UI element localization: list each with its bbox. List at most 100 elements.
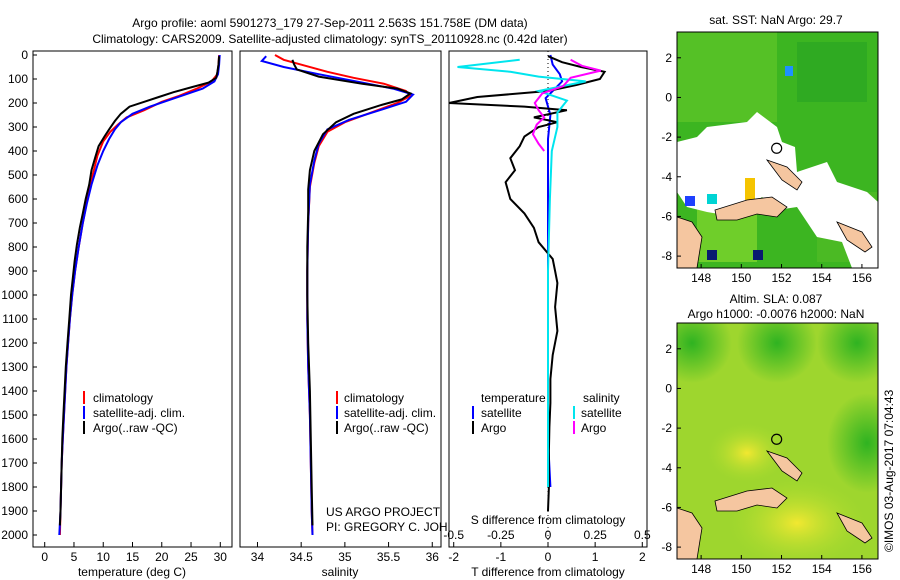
sla-map-title-line1: Altim. SLA: 0.087 — [730, 292, 823, 306]
figure-title-line2: Climatology: CARS2009. Satellite-adjuste… — [92, 32, 567, 46]
sla-map — [677, 323, 878, 559]
legend-label-satellite: satellite-adj. clim. — [344, 406, 436, 420]
depth-tick-label: 700 — [8, 216, 28, 230]
x-tick-label: 2 — [639, 550, 646, 564]
land-solomons — [836, 512, 873, 544]
x-tick-label: -2 — [448, 550, 459, 564]
land-new-britain — [714, 196, 788, 221]
depth-tick-label: 1100 — [2, 312, 28, 326]
series-line-argo-raw-qc- — [291, 59, 413, 526]
figure-title-line1: Argo profile: aoml 5901273_179 27-Sep-20… — [132, 16, 527, 30]
depth-tick-label: 300 — [8, 120, 28, 134]
legend-label-climatology: climatology — [93, 391, 153, 405]
temperature-xlabel: temperature (deg C) — [78, 565, 186, 579]
sla-low — [817, 323, 878, 383]
map-y-tick-label: 2 — [665, 51, 672, 65]
sla-map-axes: 148 150 152 154 156 2 0 -2 -4 -6 -8 — [661, 342, 872, 576]
t-difference-xlabel: T difference from climatology — [471, 565, 625, 579]
series-line-s-satellite — [457, 58, 586, 487]
map-x-tick-label: 154 — [812, 562, 832, 576]
map-y-tick-label: 0 — [665, 90, 672, 104]
legend-label-t-argo: Argo — [481, 421, 507, 435]
salinity-frame — [239, 50, 442, 548]
sst-map-frame — [676, 31, 879, 269]
difference-lines — [448, 54, 607, 512]
s-tick-label: -0.25 — [487, 528, 515, 542]
depth-tick-label: 400 — [8, 144, 28, 158]
s-difference-xlabel: S difference from climatology — [471, 513, 626, 527]
map-x-tick-label: 148 — [691, 271, 711, 285]
map-x-tick-label: 154 — [812, 271, 832, 285]
land-new-britain — [714, 487, 788, 512]
difference-legend: temperature salinity satellite Argo sate… — [472, 391, 622, 435]
map-x-tick-label: 150 — [731, 562, 751, 576]
map-y-tick-label: -2 — [661, 130, 672, 144]
sst-map-title: sat. SST: NaN Argo: 29.7 — [709, 13, 843, 27]
legend-title-temperature: temperature — [481, 391, 546, 405]
depth-tick-label: 800 — [8, 240, 28, 254]
legend-label-s-argo: Argo — [581, 421, 607, 435]
x-tick-label: 34.5 — [289, 550, 313, 564]
argo-position-marker — [771, 433, 783, 445]
temperature-frame — [32, 50, 233, 548]
x-tick-label: 35.5 — [377, 550, 401, 564]
land-new-ireland — [765, 159, 803, 191]
s-tick-label: -0.5 — [443, 528, 464, 542]
depth-tick-label: 1900 — [1, 504, 28, 518]
map-y-tick-label: -2 — [661, 421, 672, 435]
salinity-legend: climatology satellite-adj. clim. Argo(..… — [336, 391, 436, 435]
map-x-tick-label: 156 — [852, 562, 872, 576]
x-tick-label: 35 — [338, 550, 352, 564]
map-x-tick-label: 152 — [772, 562, 792, 576]
map-x-tick-label: 152 — [772, 271, 792, 285]
sst-cold-cell — [785, 66, 793, 76]
temperature-panel: 0100200300400500600700800900100011001200… — [1, 48, 453, 579]
sst-cold-cell — [753, 250, 763, 260]
sst-map — [677, 32, 878, 268]
map-y-tick-label: -8 — [661, 249, 672, 263]
depth-tick-label: 600 — [8, 192, 28, 206]
x-tick-label: -1 — [496, 550, 507, 564]
legend-label-argo: Argo(..raw -QC) — [344, 421, 429, 435]
argo-position-marker — [771, 142, 783, 154]
project-annotation: US ARGO PROJECT — [326, 505, 441, 519]
sst-map-panel: sat. SST: NaN Argo: 29.7 148 150 152 154 156… — [661, 13, 879, 285]
s-tick-label: 0.5 — [634, 528, 651, 542]
land-new-guinea — [677, 216, 703, 268]
legend-label-argo: Argo(..raw -QC) — [93, 421, 178, 435]
depth-tick-label: 100 — [8, 72, 28, 86]
depth-tick-label: 1800 — [1, 480, 28, 494]
sst-warm-cell — [745, 178, 755, 200]
depth-tick-label: 900 — [8, 264, 28, 278]
x-tick-label: 5 — [71, 550, 78, 564]
legend-label-s-satellite: satellite — [581, 406, 622, 420]
map-y-tick-label: -8 — [661, 540, 672, 554]
land-new-guinea — [677, 507, 703, 559]
pi-annotation: PI: GREGORY C. JOHNSON — [326, 520, 482, 534]
x-tick-label: 25 — [184, 550, 198, 564]
series-line-argo-raw-qc- — [58, 56, 221, 526]
depth-tick-label: 1400 — [1, 384, 28, 398]
difference-x-axis: -2 -1 0 1 2 — [448, 542, 646, 564]
map-y-tick-label: -4 — [661, 461, 672, 475]
depth-tick-label: 500 — [8, 168, 28, 182]
s-tick-label: 0.25 — [583, 528, 607, 542]
depth-tick-label: 200 — [8, 96, 28, 110]
temperature-legend: climatology satellite-adj. clim. Argo(..… — [83, 391, 185, 435]
x-tick-label: 15 — [126, 550, 140, 564]
sst-field-patch — [797, 42, 867, 102]
map-y-tick-label: -6 — [661, 500, 672, 514]
sst-map-axes: 148 150 152 154 156 2 0 -2 -4 -6 -8 — [661, 51, 872, 285]
imos-stamp: ©IMOS 03-Aug-2017 07:04:43 — [882, 389, 896, 552]
x-tick-label: 10 — [97, 550, 111, 564]
sla-high — [707, 423, 787, 483]
map-x-tick-label: 148 — [691, 562, 711, 576]
sst-cold-cell — [685, 196, 695, 206]
sst-cold-cell — [707, 194, 717, 204]
salinity-xlabel: salinity — [322, 565, 359, 579]
legend-label-climatology: climatology — [344, 391, 404, 405]
map-y-tick-label: -4 — [661, 170, 672, 184]
legend-label-satellite: satellite-adj. clim. — [93, 406, 185, 420]
salinity-panel: 34 34.5 35 35.5 36 salinity climatology sate… — [239, 50, 482, 579]
